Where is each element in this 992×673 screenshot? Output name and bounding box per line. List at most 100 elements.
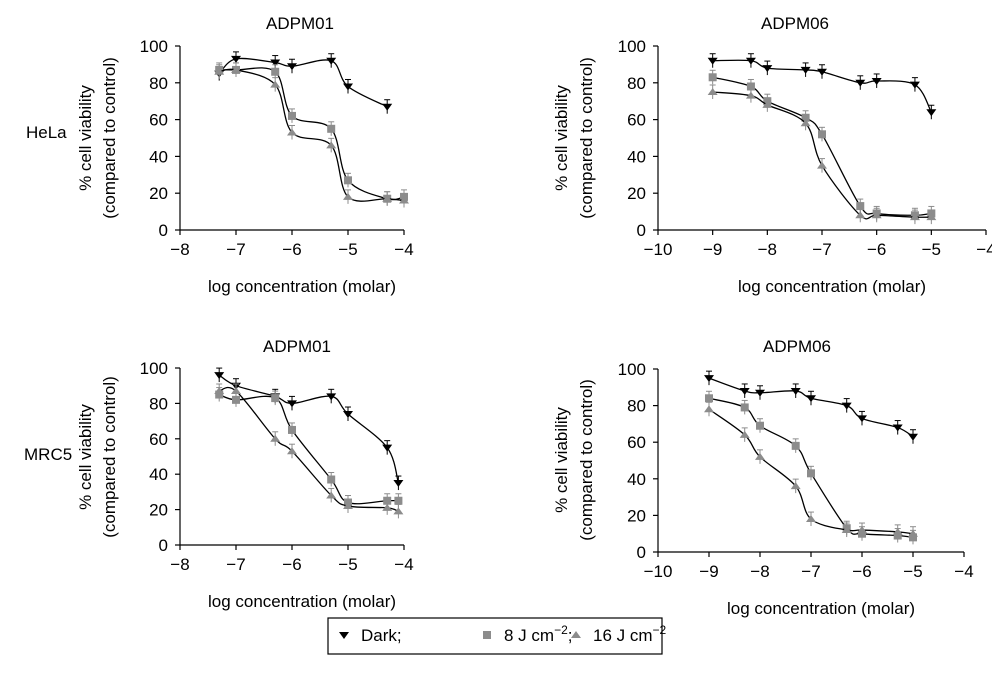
x-axis-label: log concentration (molar) <box>208 592 396 611</box>
data-point <box>892 527 903 535</box>
data-point <box>871 211 882 219</box>
data-point <box>343 83 353 91</box>
data-point <box>343 192 353 200</box>
data-point <box>343 502 353 510</box>
x-tick-label: −6 <box>282 240 301 259</box>
data-point <box>382 503 393 511</box>
x-tick-label: −7 <box>801 562 820 581</box>
data-point <box>817 68 827 76</box>
data-point <box>382 444 393 452</box>
x-tick-label: −6 <box>282 555 301 574</box>
x-tick-label: −9 <box>699 562 718 581</box>
data-point <box>705 394 713 403</box>
x-tick-label: −4 <box>394 240 413 259</box>
y-tick-label: 100 <box>140 359 168 378</box>
data-point <box>755 452 765 460</box>
data-point <box>817 161 827 169</box>
fit-curve <box>218 57 388 108</box>
chart-title: ADPM06 <box>761 14 829 33</box>
legend: Dark; 8 J cm−2; 16 J cm−2 <box>327 617 667 655</box>
fit-curve <box>712 76 932 216</box>
x-tick-label: −4 <box>954 562 973 581</box>
y-tick-label: 40 <box>149 465 168 484</box>
y-tick-label: 80 <box>149 394 168 413</box>
data-point <box>393 480 404 488</box>
data-point <box>762 100 773 108</box>
y-tick-label: 0 <box>637 221 646 240</box>
data-point <box>344 176 352 185</box>
data-point <box>382 194 393 202</box>
data-point <box>382 103 393 111</box>
data-point <box>908 433 918 441</box>
chart-title: ADPM01 <box>263 337 331 356</box>
x-tick-label: −4 <box>976 240 992 259</box>
charts-group: ADPM01 0 20 40 60 80 100 −8 −7 −6 −5 −4 log concentr… <box>76 14 992 618</box>
series-dark <box>704 370 918 444</box>
data-point <box>892 424 903 432</box>
x-tick-label: −5 <box>922 240 941 259</box>
fit-curve <box>219 68 405 202</box>
legend-marker <box>483 631 491 639</box>
x-tick-label: −7 <box>812 240 831 259</box>
data-point <box>856 202 865 211</box>
data-point <box>841 402 852 410</box>
data-point <box>287 400 297 408</box>
legend-label: 16 J cm−2 <box>593 623 667 645</box>
data-point <box>926 213 937 221</box>
data-point <box>746 82 755 91</box>
y-tick-label: 40 <box>149 147 168 166</box>
data-point <box>871 77 882 85</box>
data-point <box>855 211 866 219</box>
data-point <box>326 57 337 65</box>
chart-panel-3: ADPM01 0 20 40 60 80 100 −8 −7 −6 −5 −4 log concentr… <box>76 337 414 611</box>
data-point <box>288 111 296 120</box>
y-axis-label: % cell viability <box>76 85 95 191</box>
series-dark <box>214 367 404 491</box>
x-tick-label: −6 <box>867 240 886 259</box>
y-axis-label: % cell viability <box>552 85 571 191</box>
x-tick-label: −4 <box>394 555 413 574</box>
legend-marker <box>571 631 581 638</box>
data-point <box>857 415 867 423</box>
fit-curve <box>219 67 405 201</box>
data-point <box>232 395 240 404</box>
y-axis-label-line2: (compared to control) <box>577 379 596 541</box>
data-point <box>909 213 920 221</box>
data-point <box>704 375 714 383</box>
fit-curve <box>712 91 932 220</box>
y-tick-label: 60 <box>149 430 168 449</box>
data-point <box>231 55 241 63</box>
x-tick-label: −9 <box>703 240 722 259</box>
data-point <box>287 128 297 136</box>
data-point <box>740 403 749 412</box>
data-point <box>806 395 816 403</box>
x-tick-label: −5 <box>338 240 357 259</box>
y-tick-label: 20 <box>627 184 646 203</box>
data-point <box>343 411 353 419</box>
y-tick-label: 100 <box>140 37 168 56</box>
data-point <box>841 526 852 534</box>
data-point <box>327 475 336 484</box>
series-light16 <box>707 84 937 225</box>
legend-marker <box>339 632 349 639</box>
y-tick-label: 20 <box>627 506 646 525</box>
data-point <box>800 66 811 74</box>
chart-title: ADPM01 <box>266 14 334 33</box>
series-light16 <box>214 383 404 519</box>
y-tick-label: 40 <box>627 470 646 489</box>
x-tick-label: −6 <box>852 562 871 581</box>
chart-panel-2: ADPM06 0 20 40 60 80 100 −10 −9 −8 −7 −6 −5 −4 log con… <box>552 14 992 296</box>
data-point <box>231 387 241 395</box>
data-point <box>739 430 750 438</box>
y-tick-label: 80 <box>627 397 646 416</box>
data-point <box>326 491 337 499</box>
y-axis-label-line2: (compared to control) <box>100 376 119 538</box>
x-tick-label: −5 <box>338 555 357 574</box>
data-point <box>707 57 718 65</box>
y-tick-label: 0 <box>637 543 646 562</box>
data-point <box>762 65 773 73</box>
data-point <box>790 482 801 490</box>
data-point <box>394 496 403 505</box>
x-tick-label: −8 <box>170 555 189 574</box>
